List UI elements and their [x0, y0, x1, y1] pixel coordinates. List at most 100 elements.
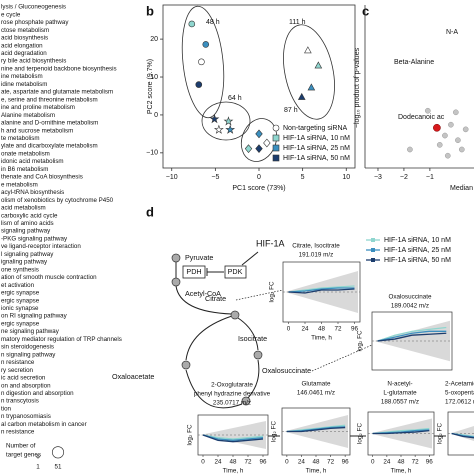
pathway-name: n resistance — [1, 429, 35, 436]
series-line — [286, 426, 346, 433]
scatter-point — [452, 109, 459, 116]
scatter-point — [304, 46, 312, 54]
scatter-point — [255, 129, 263, 139]
x-tick-label: 24 — [383, 459, 391, 466]
chart-title: Citrate, Isocitrate — [292, 243, 340, 250]
chart-title: 235.0717 m/z — [213, 400, 251, 407]
y-tick-label: −10 — [146, 150, 158, 157]
metabolite-node — [253, 350, 263, 360]
scatter-point — [225, 124, 236, 134]
x-axis-label: Time, h — [391, 468, 412, 474]
legend-label: Non-targeting siRNA — [283, 125, 348, 132]
pathway-name: ergic synapse — [1, 320, 40, 327]
enzyme-box — [224, 265, 247, 279]
y-axis-label: log₂ FC — [271, 421, 278, 442]
x-tick-label: −5 — [211, 174, 219, 181]
connector — [311, 344, 373, 372]
x-tick-label: −2 — [400, 174, 408, 181]
x-tick-label: −1 — [426, 174, 434, 181]
scatter-point — [297, 92, 306, 100]
enzyme-box — [182, 265, 206, 279]
scatter-point — [244, 144, 253, 154]
series-line — [377, 330, 447, 342]
scatter-point — [198, 58, 205, 66]
pathway-name: in B6 metabolism — [1, 166, 48, 173]
series-line — [202, 434, 264, 443]
pathway-name: n trypanosomiasis — [1, 413, 51, 420]
pathway-name: ignaling pathway — [1, 259, 48, 266]
plot-frame — [162, 4, 356, 169]
chart-title: 188.0557 m/z — [381, 399, 419, 406]
panel-letter: c — [362, 3, 369, 18]
pathway-name: e metabolism — [1, 181, 38, 188]
node-label: Pyruvate — [185, 253, 213, 262]
legend-label: HIF-1A siRNA, 10 nM — [384, 237, 451, 244]
node-label: Acetyl-CoA — [185, 289, 221, 298]
pathway-diagram — [175, 251, 446, 437]
pathway-name: e cycle — [1, 11, 21, 18]
pathway-name: et activation — [1, 282, 35, 289]
scatter-point — [202, 41, 210, 48]
legend-label: HIF-1A siRNA, 10 nM — [283, 135, 350, 142]
size-legend-circle — [51, 446, 65, 459]
legend-marker — [272, 144, 280, 152]
scatter-point — [223, 116, 234, 126]
annotation: Beta-Alanine — [394, 59, 434, 66]
scatter-point — [263, 138, 271, 148]
scatter-point — [462, 126, 469, 133]
pathway-name: te metabolism — [1, 135, 40, 142]
pathway-name: signaling pathway — [1, 228, 51, 235]
chart-title: Glutamate — [301, 381, 331, 388]
connector — [235, 289, 284, 301]
pathway-name: ctose metabolism — [1, 27, 49, 34]
series-line — [451, 432, 474, 439]
chart-title: Oxalosuccinate — [388, 294, 432, 301]
scatter-point — [255, 144, 263, 154]
x-tick-label: 96 — [351, 326, 359, 333]
pathway-name: ionic synapse — [1, 305, 39, 312]
pathway-name: thenate and CoA biosynthesis — [1, 174, 83, 181]
x-axis-label: PC1 score (73%) — [232, 185, 285, 192]
x-tick-label: 10 — [342, 174, 350, 181]
group-label: 64 h — [228, 95, 242, 102]
metabolite-node — [230, 310, 240, 320]
pathway-name: idonic acid metabolism — [1, 158, 64, 165]
x-axis-label: Time, h — [306, 468, 327, 474]
y-axis-label: log₂ FC — [437, 423, 444, 444]
pathway-name: lism of amino acids — [1, 220, 54, 227]
scatter-point — [424, 107, 431, 114]
metabolite-node — [171, 277, 181, 287]
pathway-name: ne signaling pathway — [1, 328, 60, 335]
node-label: PDK — [228, 267, 243, 276]
y-tick-label: 20 — [150, 36, 158, 43]
pathway-name: lysis / Gluconeogenesis — [1, 4, 66, 11]
group-label: 48 h — [206, 19, 220, 26]
x-tick-label: 96 — [342, 459, 350, 466]
pathway-name: ation of smooth muscle contraction — [1, 274, 97, 281]
series-line — [202, 434, 264, 441]
scatter-point — [455, 137, 461, 144]
legend-marker — [371, 238, 375, 242]
pathway-name: e, serine and threonine metabolism — [1, 96, 98, 103]
group-label: 87 h — [284, 107, 298, 114]
y-tick-label: 0 — [154, 112, 158, 119]
scatter-point — [442, 132, 448, 139]
size-legend-label: 51 — [54, 464, 62, 471]
series-line — [288, 287, 355, 293]
pathway-name: carboxylic acid cycle — [1, 212, 58, 219]
size-legend-title: Number of — [6, 443, 36, 450]
panel-letter: b — [146, 3, 154, 18]
panel-letter: d — [146, 204, 154, 219]
pathway-name: sin steroidogenesis — [1, 344, 54, 351]
annotation: N-A — [446, 29, 458, 36]
pathway-name: acid degradation — [1, 50, 47, 57]
node-label: Isocitrate — [238, 334, 267, 343]
chart-title: 146.0461 m/z — [297, 390, 335, 397]
scatter-point — [433, 123, 441, 132]
x-tick-label: 48 — [312, 459, 320, 466]
x-axis-label: Median — [450, 185, 473, 192]
pathway-name: n resistance — [1, 359, 35, 366]
scatter-point — [444, 152, 451, 159]
